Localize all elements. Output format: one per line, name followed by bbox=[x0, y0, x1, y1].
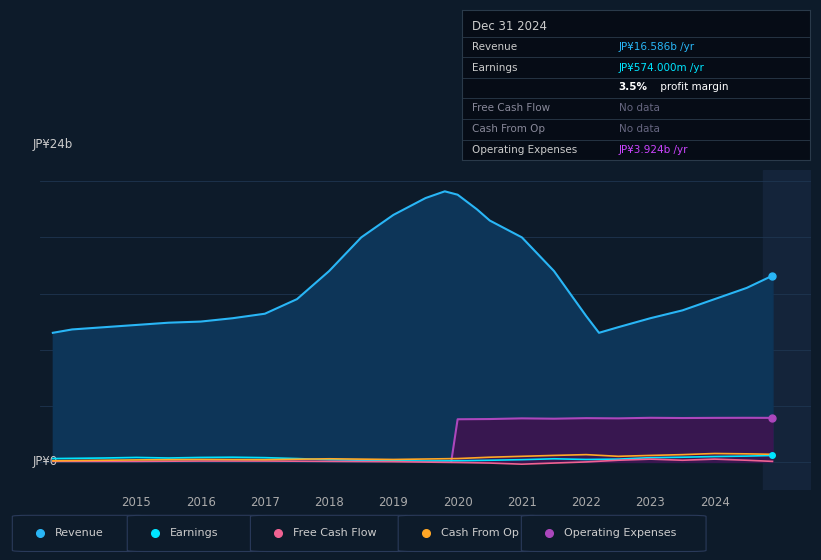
Text: JP¥0: JP¥0 bbox=[32, 455, 57, 468]
FancyBboxPatch shape bbox=[398, 515, 542, 552]
Text: Cash From Op: Cash From Op bbox=[472, 124, 545, 134]
Text: JP¥3.924b /yr: JP¥3.924b /yr bbox=[618, 145, 688, 155]
Text: JP¥574.000m /yr: JP¥574.000m /yr bbox=[618, 63, 704, 73]
Text: Free Cash Flow: Free Cash Flow bbox=[293, 529, 377, 538]
FancyBboxPatch shape bbox=[521, 515, 706, 552]
Text: Cash From Op: Cash From Op bbox=[441, 529, 519, 538]
Text: profit margin: profit margin bbox=[657, 82, 728, 92]
Text: Dec 31 2024: Dec 31 2024 bbox=[472, 21, 548, 34]
Bar bbox=[763, 170, 811, 490]
Text: Earnings: Earnings bbox=[170, 529, 218, 538]
Text: Revenue: Revenue bbox=[55, 529, 103, 538]
Text: Revenue: Revenue bbox=[472, 42, 517, 52]
Text: No data: No data bbox=[618, 124, 659, 134]
FancyBboxPatch shape bbox=[12, 515, 148, 552]
FancyBboxPatch shape bbox=[250, 515, 415, 552]
Text: Operating Expenses: Operating Expenses bbox=[564, 529, 677, 538]
FancyBboxPatch shape bbox=[127, 515, 267, 552]
Text: Operating Expenses: Operating Expenses bbox=[472, 145, 578, 155]
Text: JP¥16.586b /yr: JP¥16.586b /yr bbox=[618, 42, 695, 52]
Text: No data: No data bbox=[618, 103, 659, 113]
Text: 3.5%: 3.5% bbox=[618, 82, 648, 92]
Text: Free Cash Flow: Free Cash Flow bbox=[472, 103, 551, 113]
Text: JP¥24b: JP¥24b bbox=[32, 138, 72, 151]
Text: Earnings: Earnings bbox=[472, 63, 518, 73]
